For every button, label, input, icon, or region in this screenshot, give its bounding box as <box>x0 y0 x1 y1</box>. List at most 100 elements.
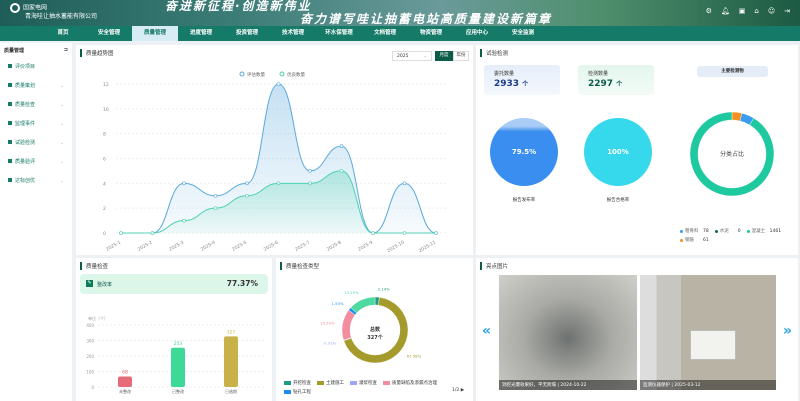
settings-icon[interactable]: ⚙ <box>705 7 712 15</box>
data-point <box>308 169 312 173</box>
slogan-line2: 奋力谱写哇让抽蓄电站高质量建设新篇章 <box>300 12 553 26</box>
month-button[interactable]: 月度 <box>435 51 453 61</box>
photo-tunnel[interactable]: 洞挖光爆效果好，平无跨塌 | 2024-10-22 <box>499 275 637 390</box>
home-icon[interactable]: ⌂ <box>754 7 759 15</box>
sidebar-item[interactable]: 质量策划 ⌄ <box>0 77 72 96</box>
panel-title: 质量检查类型 <box>280 262 319 270</box>
bar <box>118 376 132 387</box>
nav-monitoring[interactable]: 安全监测 <box>511 30 534 36</box>
data-point <box>308 181 312 186</box>
legend-swatch <box>350 381 357 385</box>
data-point <box>402 231 407 235</box>
legend-item[interactable]: 土建施工 <box>317 380 344 386</box>
legend-dot <box>680 238 683 242</box>
calendar-icon[interactable]: ▣ <box>738 7 746 15</box>
rectify-rate-banner: ✎ 整改率 77.37% <box>80 274 268 294</box>
y-tick-label: 300 <box>86 339 94 344</box>
year-select[interactable]: 2025 ⌄ <box>392 51 432 61</box>
data-point <box>402 181 407 186</box>
donut-slice <box>350 296 376 314</box>
header-banner: 国家电网 青海哇让抽水蓄能有限公司 奋进新征程·创造新伟业 奋力谱写哇让抽蓄电站高… <box>0 0 800 26</box>
sidebar-item[interactable]: 达标创优 ⌄ <box>0 172 72 191</box>
legend-label: 优良数量 <box>287 71 305 78</box>
nav-home[interactable]: 首页 <box>57 30 69 36</box>
legend-label: 灌浆检查 <box>359 381 377 386</box>
y-tick-label: 4 <box>103 181 106 187</box>
panel-title: 试验检测 <box>480 49 508 57</box>
quality-inspection-panel: 质量检查 ✎ 整改率 77.37% 单位（个） 0 100 200 300 400 68 未… <box>76 258 272 401</box>
nav-technology[interactable]: 技术管理 <box>281 30 304 36</box>
legend-item[interactable]: 灌浆检查 <box>350 380 377 386</box>
x-tick-label: 2025-6 <box>263 239 280 252</box>
pass-rate-ball: 100% <box>584 118 652 186</box>
chevron-right-icon[interactable]: ▶ <box>460 388 465 393</box>
menu-icon <box>8 121 12 125</box>
unit-label: 单位（个） <box>88 316 108 321</box>
nav-safety[interactable]: 安全管理 <box>97 30 120 36</box>
legend-swatch <box>383 381 390 385</box>
legend-item: 钢筋 61 <box>680 237 709 243</box>
nav-progress[interactable]: 进度管理 <box>189 30 212 36</box>
x-tick-label: 2025-10 <box>386 239 405 254</box>
photo-monitor[interactable]: 监测仪器保护 | 2025-03-12 <box>640 275 776 390</box>
slice-label: 13.15% <box>344 290 359 295</box>
logout-icon[interactable]: ⇥ <box>784 7 790 15</box>
nav-quality[interactable]: 质量管理 <box>132 26 178 41</box>
pager-text: 1/2 <box>452 388 460 393</box>
sidebar-item[interactable]: 评价项目 <box>0 58 72 77</box>
legend-item[interactable]: 质量缺陷及渗漏点治理 <box>383 380 437 386</box>
x-tick-label: 2025-1 <box>105 239 122 252</box>
bar-value-label: 68 <box>122 369 128 375</box>
data-point <box>213 206 218 210</box>
data-point <box>434 231 438 235</box>
main-items-donut: 分类占比 <box>689 111 775 197</box>
nav-documents[interactable]: 文档管理 <box>373 30 396 36</box>
slogan-line1: 奋进新征程·创造新伟业 <box>165 0 312 13</box>
nav-environment[interactable]: 环水保管理 <box>325 30 353 36</box>
data-point <box>119 231 123 235</box>
nav-investment[interactable]: 投资管理 <box>235 30 258 36</box>
menu-icon <box>8 140 12 144</box>
next-arrow-icon[interactable]: » <box>783 323 793 339</box>
photo-caption: 洞挖光爆效果好，平无跨塌 | 2024-10-22 <box>499 380 637 390</box>
collapse-icon[interactable]: ⊐ <box>63 47 68 53</box>
main-items-legend: 粗骨料 78 水泥 0 混凝土 1461 钢筋 61 <box>680 228 798 243</box>
nav-apps[interactable]: 应用中心 <box>465 30 488 36</box>
prev-arrow-icon[interactable]: « <box>482 323 492 339</box>
y-tick-label: 8 <box>103 132 106 138</box>
types-donut: 2.14% 67.58% 0.31% 15.29% 1.53% 13.15% <box>320 287 422 364</box>
legend-dot <box>714 229 718 233</box>
menu-icon <box>8 102 12 106</box>
legend-value: 0 <box>737 228 741 234</box>
sidebar-item[interactable]: 质量验评 ⌄ <box>0 153 72 172</box>
legend-label: 水泥 <box>719 229 729 234</box>
year-value: 2025 <box>397 54 409 59</box>
year-button[interactable]: 年份 <box>453 51 469 61</box>
donut-center-label: 分类占比 <box>720 150 744 158</box>
legend-item[interactable]: 钻孔工程 <box>284 389 311 395</box>
y-tick-label: 12 <box>103 82 109 88</box>
logo: 国家电网 青海哇让抽水蓄能有限公司 <box>10 3 97 20</box>
slice-label: 67.58% <box>407 353 422 358</box>
legend-item: 混凝土 1461 <box>746 228 781 234</box>
legend-item[interactable]: 开挖检查 <box>284 380 311 386</box>
menu-icon <box>8 159 12 163</box>
data-point <box>245 181 249 186</box>
legend-label: 钢筋 <box>685 238 694 243</box>
panel-title: 亮点图片 <box>480 262 508 270</box>
sidebar-item[interactable]: 监理事件 ⌄ <box>0 115 72 134</box>
data-point <box>371 231 375 235</box>
bell-icon[interactable]: 🔔︎ <box>720 7 730 15</box>
sidebar-item[interactable]: 质量检查 ⌄ <box>0 96 72 115</box>
legend-pager[interactable]: 1/2 ▶ <box>452 388 464 393</box>
chevron-down-icon: ⌄ <box>59 102 64 108</box>
state-grid-logo-icon <box>10 3 20 13</box>
user-icon[interactable]: ☺ <box>767 7 776 15</box>
rectify-icon: ✎ <box>86 280 93 287</box>
nav-materials[interactable]: 物资管理 <box>419 30 442 36</box>
sidebar-item[interactable]: 试验检测 ⌄ <box>0 134 72 153</box>
legend-label: 土建施工 <box>326 381 344 386</box>
x-tick-label: 2025-4 <box>200 239 217 252</box>
total-value: 327个 <box>367 335 383 341</box>
sidebar-item-label: 评价项目 <box>15 64 36 70</box>
